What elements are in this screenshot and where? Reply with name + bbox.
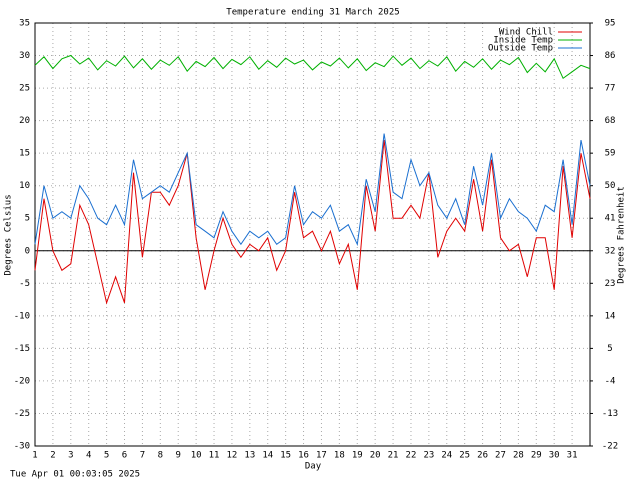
x-tick-label: 17 — [316, 451, 327, 461]
x-tick-label: 22 — [406, 451, 417, 461]
y2-tick-label: 59 — [605, 149, 616, 159]
x-tick-label: 25 — [459, 451, 470, 461]
x-tick-label: 5 — [104, 451, 109, 461]
x-tick-label: 23 — [423, 451, 434, 461]
x-tick-label: 7 — [140, 451, 145, 461]
x-tick-label: 16 — [298, 451, 309, 461]
x-tick-label: 1 — [32, 451, 37, 461]
x-tick-label: 28 — [513, 451, 524, 461]
y2-tick-label: 32 — [605, 246, 616, 256]
y-tick-label: -25 — [14, 409, 30, 419]
y-tick-label: 15 — [19, 149, 30, 159]
y2-axis-label: Degrees Fahrenheit — [617, 186, 627, 284]
y2-tick-label: 77 — [605, 84, 616, 94]
y-tick-label: -15 — [14, 344, 30, 354]
x-tick-label: 29 — [531, 451, 542, 461]
x-tick-label: 26 — [477, 451, 488, 461]
series-line — [34, 54, 591, 80]
x-tick-label: 9 — [176, 451, 181, 461]
y-tick-label: -30 — [14, 442, 30, 452]
y2-tick-label: 95 — [605, 19, 616, 29]
y2-tick-label: 23 — [605, 279, 616, 289]
y-tick-label: -20 — [14, 376, 30, 386]
series-line — [34, 140, 591, 305]
series-line — [34, 133, 591, 247]
y2-tick-label: -4 — [605, 376, 616, 386]
x-tick-label: 10 — [191, 451, 202, 461]
y2-tick-label: 86 — [605, 51, 616, 61]
x-tick-label: 30 — [549, 451, 560, 461]
chart-title: Temperature ending 31 March 2025 — [226, 8, 399, 18]
legend-label: Inside Temp — [493, 36, 553, 46]
x-tick-label: 3 — [68, 451, 73, 461]
x-tick-label: 20 — [370, 451, 381, 461]
y2-tick-label: -22 — [602, 442, 618, 452]
y-axis-label: Degrees Celsius — [4, 194, 14, 275]
legend-label: Outside Temp — [488, 44, 553, 54]
plot-border — [34, 22, 591, 447]
y-tick-label: -5 — [19, 279, 30, 289]
y2-tick-label: 5 — [607, 344, 612, 354]
y-tick-label: 20 — [19, 116, 30, 126]
y2-tick-label: -13 — [602, 409, 618, 419]
y2-tick-label: 50 — [605, 181, 616, 191]
x-tick-label: 8 — [158, 451, 163, 461]
x-tick-label: 11 — [209, 451, 220, 461]
x-tick-label: 15 — [280, 451, 291, 461]
x-tick-label: 14 — [262, 451, 273, 461]
legend-label: Wind Chill — [499, 28, 553, 38]
x-tick-label: 4 — [86, 451, 91, 461]
x-tick-label: 6 — [122, 451, 127, 461]
y-tick-label: -10 — [14, 311, 30, 321]
y2-tick-label: 41 — [605, 214, 616, 224]
y2-tick-label: 68 — [605, 116, 616, 126]
x-tick-label: 31 — [567, 451, 578, 461]
x-tick-label: 27 — [495, 451, 506, 461]
y-tick-label: 10 — [19, 181, 30, 191]
x-tick-label: 18 — [334, 451, 345, 461]
footer: Tue Apr 01 00:03:05 2025 — [10, 470, 140, 480]
y-tick-label: 35 — [19, 19, 30, 29]
x-tick-label: 19 — [352, 451, 363, 461]
x-tick-label: 12 — [227, 451, 238, 461]
y-tick-label: 0 — [25, 246, 30, 256]
x-axis-label: Day — [305, 462, 322, 472]
x-tick-label: 21 — [388, 451, 399, 461]
x-tick-label: 13 — [244, 451, 255, 461]
x-tick-label: 24 — [441, 451, 452, 461]
x-tick-label: 2 — [50, 451, 55, 461]
y-tick-label: 25 — [19, 84, 30, 94]
y2-tick-label: 14 — [605, 311, 616, 321]
y-tick-label: 30 — [19, 51, 30, 61]
y-tick-label: 5 — [25, 214, 30, 224]
